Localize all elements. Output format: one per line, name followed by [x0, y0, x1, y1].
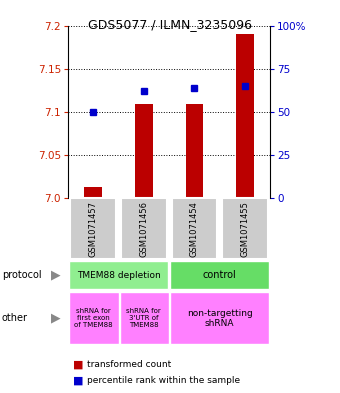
Text: protocol: protocol	[2, 270, 41, 280]
Bar	[120, 292, 169, 344]
Text: GSM1071456: GSM1071456	[139, 201, 148, 257]
Bar	[69, 292, 119, 344]
Text: GSM1071454: GSM1071454	[190, 201, 199, 257]
Text: TMEM88 depletion: TMEM88 depletion	[77, 271, 160, 279]
Text: percentile rank within the sample: percentile rank within the sample	[87, 376, 240, 385]
Text: GSM1071455: GSM1071455	[240, 201, 250, 257]
Bar	[236, 34, 254, 198]
Bar	[69, 261, 168, 289]
Text: ■: ■	[73, 360, 84, 370]
Text: non-targetting
shRNA: non-targetting shRNA	[187, 309, 253, 328]
Text: ■: ■	[73, 375, 84, 386]
Bar	[135, 104, 153, 198]
Bar	[186, 104, 203, 198]
Text: transformed count: transformed count	[87, 360, 171, 369]
Bar	[70, 198, 116, 259]
Bar	[222, 198, 268, 259]
Text: ▶: ▶	[51, 268, 61, 282]
Bar	[84, 187, 102, 198]
Bar	[121, 198, 167, 259]
Text: control: control	[203, 270, 237, 280]
Text: ▶: ▶	[51, 312, 61, 325]
Text: GDS5077 / ILMN_3235096: GDS5077 / ILMN_3235096	[88, 18, 252, 31]
Text: GSM1071457: GSM1071457	[89, 201, 98, 257]
Bar	[170, 292, 269, 344]
Bar	[172, 198, 217, 259]
Text: other: other	[2, 313, 28, 323]
Text: shRNA for
3'UTR of
TMEM88: shRNA for 3'UTR of TMEM88	[126, 309, 161, 328]
Bar	[170, 261, 269, 289]
Text: shRNA for
first exon
of TMEM88: shRNA for first exon of TMEM88	[74, 309, 113, 328]
